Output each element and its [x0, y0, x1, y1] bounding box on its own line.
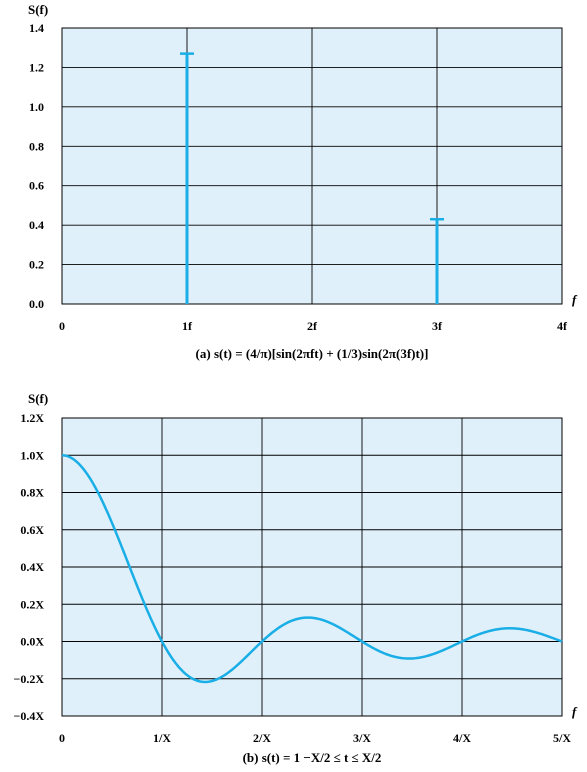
chart-a-series	[180, 52, 444, 304]
chart-a-x-tick-label: 1f	[182, 319, 193, 333]
chart-b-x-tick-label: 0	[59, 731, 65, 745]
chart-a-y-axis-label: S(f)	[28, 2, 48, 17]
chart-a-y-tick-label: 0.6	[29, 179, 44, 193]
chart-b-x-tick-label: 2/X	[253, 731, 271, 745]
chart-b-y-tick-label: 0.2X	[20, 597, 44, 611]
chart-b-y-tick-label: 0.6X	[20, 523, 44, 537]
chart-a-y-tick-label: 0.2	[29, 258, 44, 272]
chart-b-caption: (b) s(t) = 1 −X/2 ≤ t ≤ X/2	[243, 750, 382, 765]
chart-a: 0.0 0.2 0.4 0.6 0.8 1.0 1.2 1.4 0 1f 2f 3f 4f S(f) f…	[28, 2, 578, 361]
chart-b-x-tick-label: 5/X	[553, 731, 571, 745]
chart-a-y-tick-label: 0.0	[29, 297, 44, 311]
chart-a-x-axis-label: f	[572, 292, 578, 307]
chart-a-y-tick-label: 0.8	[29, 139, 44, 153]
chart-b-x-tick-label: 4/X	[453, 731, 471, 745]
chart-a-x-tick-label: 0	[59, 319, 65, 333]
chart-b-y-tick-label: −0.2X	[13, 672, 44, 686]
chart-b-tick-labels: −0.4X −0.2X 0.0X 0.2X 0.4X 0.6X 0.8X 1.0X 1.2X 0 1…	[13, 411, 571, 745]
chart-b-y-tick-label: 1.2X	[20, 411, 44, 425]
chart-a-y-tick-label: 1.0	[29, 100, 44, 114]
chart-b-x-axis-label: f	[572, 704, 578, 719]
chart-b-x-tick-label: 3/X	[353, 731, 371, 745]
chart-a-caption: (a) s(t) = (4/π)[sin(2πft) + (1/3)sin(2π…	[196, 346, 429, 361]
chart-b-spectrum-curve	[61, 454, 563, 684]
chart-a-tick-labels: 0.0 0.2 0.4 0.6 0.8 1.0 1.2 1.4 0 1f 2f 3f 4f	[29, 21, 568, 333]
chart-a-x-tick-label: 3f	[432, 319, 443, 333]
chart-b-x-tick-label: 1/X	[153, 731, 171, 745]
chart-a-y-tick-label: 1.4	[29, 21, 44, 35]
chart-b-y-axis-label: S(f)	[28, 391, 48, 406]
chart-a-y-tick-label: 0.4	[29, 218, 44, 232]
chart-b-series	[61, 454, 563, 684]
chart-b-y-tick-label: 0.0X	[20, 635, 44, 649]
chart-a-y-tick-label: 1.2	[29, 60, 44, 74]
chart-b-y-tick-label: −0.4X	[13, 709, 44, 723]
chart-b: −0.4X −0.2X 0.0X 0.2X 0.4X 0.6X 0.8X 1.0X 1.2X 0 1…	[13, 391, 578, 765]
chart-a-x-tick-label: 2f	[307, 319, 318, 333]
chart-b-y-tick-label: 0.8X	[20, 486, 44, 500]
chart-b-y-tick-label: 0.4X	[20, 560, 44, 574]
chart-b-grid	[61, 417, 563, 717]
chart-b-y-tick-label: 1.0X	[20, 448, 44, 462]
chart-a-x-tick-label: 4f	[557, 319, 568, 333]
